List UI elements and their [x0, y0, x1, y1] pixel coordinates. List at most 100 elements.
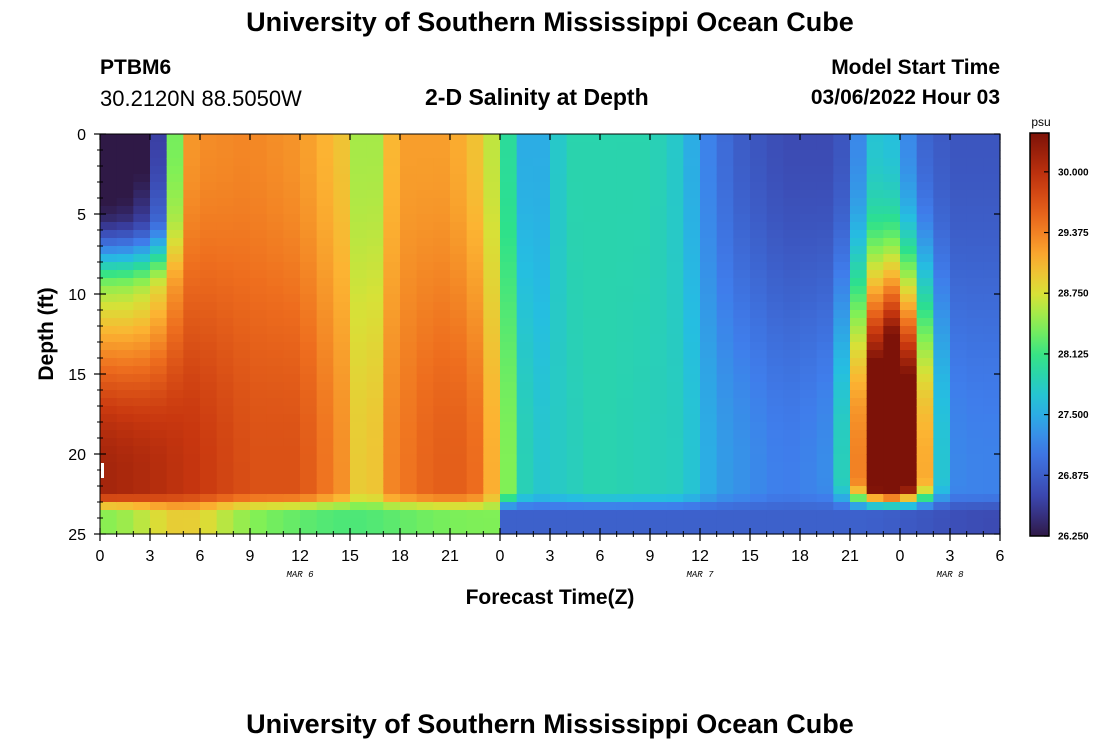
heatmap-cell [900, 422, 918, 431]
heatmap-cell [866, 254, 884, 263]
heatmap-cell [333, 438, 351, 447]
heatmap-cell [500, 510, 518, 519]
heatmap-cell [483, 454, 501, 463]
heatmap-cell [816, 414, 834, 423]
heatmap-cell [766, 414, 784, 423]
heatmap-cell [633, 262, 651, 271]
heatmap-cell [533, 502, 551, 511]
heatmap-cell [816, 446, 834, 455]
heatmap-cell [766, 342, 784, 351]
heatmap-cell [416, 486, 434, 495]
heatmap-cell [416, 510, 434, 519]
heatmap-cell [233, 262, 251, 271]
heatmap-cell [433, 398, 451, 407]
heatmap-cell [100, 334, 118, 343]
heatmap-cell [333, 494, 351, 503]
heatmap-cell [733, 262, 751, 271]
heatmap-cell [383, 174, 401, 183]
heatmap-cell [166, 310, 184, 319]
heatmap-cell [783, 294, 801, 303]
heatmap-cell [300, 270, 318, 279]
heatmap-cell [483, 278, 501, 287]
heatmap-cell [666, 406, 684, 415]
heatmap-cell [800, 262, 818, 271]
heatmap-cell [300, 446, 318, 455]
heatmap-cell [966, 438, 984, 447]
heatmap-cell [233, 438, 251, 447]
heatmap-cell [116, 470, 134, 479]
heatmap-cell [550, 198, 568, 207]
heatmap-cell [250, 182, 268, 191]
heatmap-cell [483, 470, 501, 479]
heatmap-cell [950, 486, 968, 495]
heatmap-cell [216, 310, 234, 319]
heatmap-cell [433, 318, 451, 327]
heatmap-cell [416, 414, 434, 423]
heatmap-cell [300, 246, 318, 255]
heatmap-cell [866, 366, 884, 375]
heatmap-cell [783, 494, 801, 503]
heatmap-cell [483, 374, 501, 383]
heatmap-cell [566, 358, 584, 367]
heatmap-cell [583, 526, 601, 535]
heatmap-cell [483, 350, 501, 359]
heatmap-cell [383, 294, 401, 303]
heatmap-cell [750, 222, 768, 231]
heatmap-cell [133, 366, 151, 375]
heatmap-cell [283, 494, 301, 503]
heatmap-cell [700, 134, 718, 143]
heatmap-cell [983, 406, 1001, 415]
heatmap-cell [333, 182, 351, 191]
heatmap-cell [333, 358, 351, 367]
heatmap-cell [383, 150, 401, 159]
heatmap-cell [750, 238, 768, 247]
heatmap-cell [200, 478, 218, 487]
heatmap-cell [383, 262, 401, 271]
heatmap-cell [816, 326, 834, 335]
heatmap-cell [466, 238, 484, 247]
heatmap-cell [150, 142, 168, 151]
heatmap-cell [216, 398, 234, 407]
heatmap-cell [683, 206, 701, 215]
heatmap-cell [583, 278, 601, 287]
heatmap-cell [166, 374, 184, 383]
heatmap-cell [916, 206, 934, 215]
heatmap-cell [300, 350, 318, 359]
heatmap-cell [633, 526, 651, 535]
heatmap-cell [816, 318, 834, 327]
heatmap-cell [966, 502, 984, 511]
heatmap-cell [250, 310, 268, 319]
heatmap-cell [733, 326, 751, 335]
heatmap-cell [500, 246, 518, 255]
heatmap-cell [583, 270, 601, 279]
heatmap-cell [450, 222, 468, 231]
heatmap-cell [850, 174, 868, 183]
heatmap-cell [500, 374, 518, 383]
heatmap-cell [266, 518, 284, 527]
heatmap-cell [533, 222, 551, 231]
heatmap-cell [583, 510, 601, 519]
heatmap-cell [350, 134, 368, 143]
heatmap-cell [966, 382, 984, 391]
heatmap-cell [450, 430, 468, 439]
heatmap-cell [733, 494, 751, 503]
heatmap-cell [716, 182, 734, 191]
heatmap-cell [100, 398, 118, 407]
heatmap-cell [283, 238, 301, 247]
heatmap-cell [466, 358, 484, 367]
heatmap-cell [850, 518, 868, 527]
heatmap-cell [116, 422, 134, 431]
heatmap-cell [233, 470, 251, 479]
heatmap-cell [283, 382, 301, 391]
heatmap-cell [916, 150, 934, 159]
heatmap-cell [433, 502, 451, 511]
heatmap-cell [716, 406, 734, 415]
heatmap-cell [300, 374, 318, 383]
heatmap-cell [516, 398, 534, 407]
heatmap-cell [250, 142, 268, 151]
heatmap-cell [216, 422, 234, 431]
heatmap-cell [416, 478, 434, 487]
y-tick-label: 20 [68, 447, 86, 464]
heatmap-cell [416, 398, 434, 407]
heatmap-cell [883, 166, 901, 175]
